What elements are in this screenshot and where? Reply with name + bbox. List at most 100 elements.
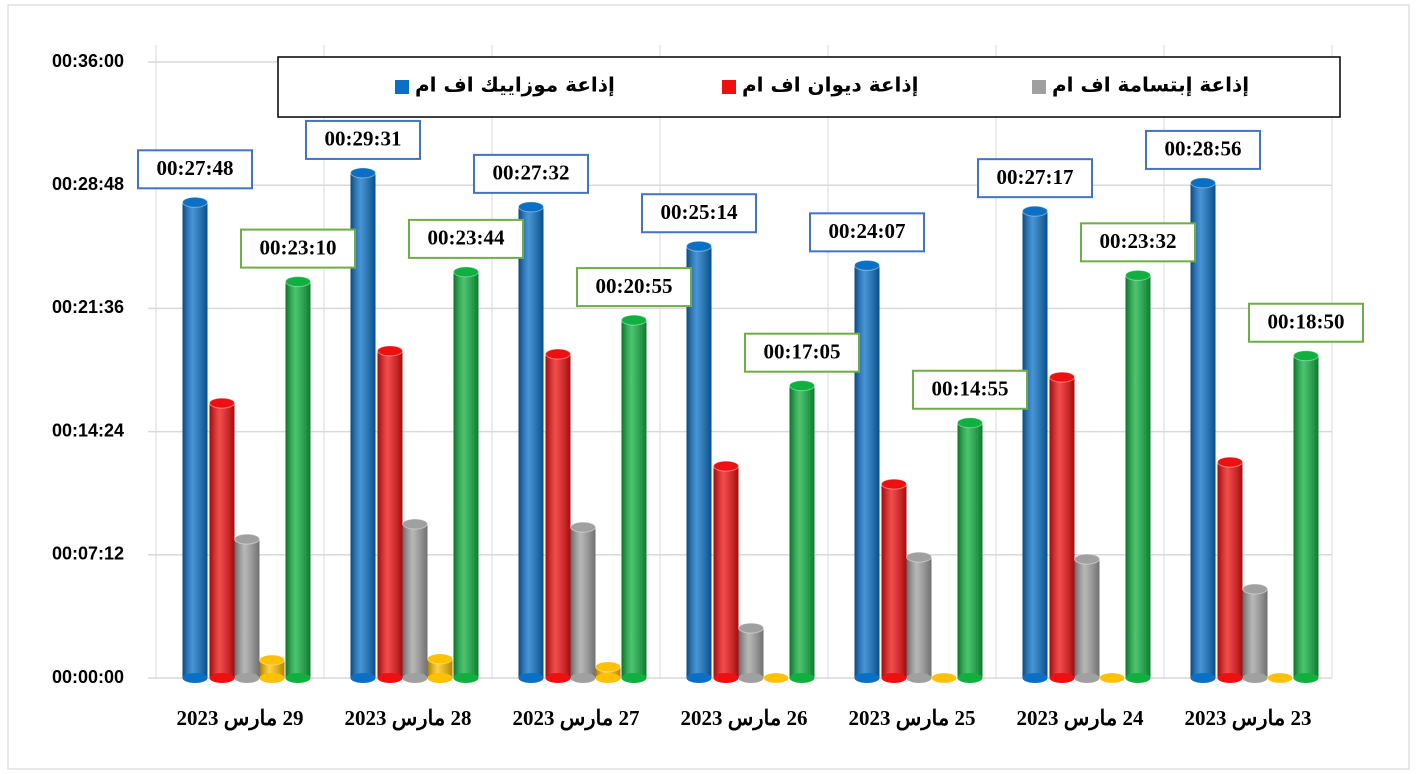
bar-bottom [350, 673, 376, 683]
bar-bottom [209, 673, 235, 683]
bar-top [570, 521, 596, 533]
legend-label: إذاعة إبتسامة اف ام [1052, 73, 1249, 97]
bar-bottom [234, 673, 260, 683]
bar-shade [957, 422, 983, 678]
value-label: 00:23:10 [260, 235, 337, 259]
bar-shade [234, 539, 260, 678]
bar-bottom [285, 673, 311, 683]
bar-top [427, 653, 453, 665]
bar-shade [518, 206, 544, 678]
value-label-box [1145, 129, 1261, 170]
y-tick-label: 00:28:48 [52, 174, 124, 194]
bar-top [854, 259, 880, 271]
bar-bottom [453, 673, 479, 683]
bar-top [1217, 456, 1243, 468]
bar-top [713, 460, 739, 472]
x-tick-label: 25 مارس 2023 [849, 706, 976, 731]
bar-bottom [621, 673, 647, 683]
value-label-box [137, 149, 253, 190]
bar-shade [621, 320, 647, 678]
bar-shade [182, 202, 208, 679]
bar-top [453, 266, 479, 278]
legend-swatch [722, 80, 736, 94]
legend-label: إذاعة موزاييك اف ام [415, 73, 615, 97]
bar-top [1049, 371, 1075, 383]
bar-bottom [1190, 673, 1216, 683]
value-label: 00:18:50 [1268, 310, 1345, 334]
bar-bottom [1217, 673, 1243, 683]
bar-top [1267, 672, 1293, 684]
bar-top [686, 240, 712, 252]
bar-top [545, 348, 571, 360]
bar-top [350, 167, 376, 179]
bar-shade [570, 527, 596, 678]
legend-box [277, 56, 1341, 118]
bar-bottom [570, 673, 596, 683]
bar-top [1074, 553, 1100, 565]
y-tick-label: 00:07:12 [52, 544, 124, 564]
value-label: 00:27:48 [157, 156, 234, 180]
bar-shade [854, 265, 880, 678]
value-label: 00:20:55 [596, 274, 673, 298]
bar-shade [1242, 589, 1268, 678]
value-label-box [1080, 222, 1196, 263]
x-tick-label: 26 مارس 2023 [681, 706, 808, 731]
bar-bottom [1125, 673, 1151, 683]
bar-bottom [881, 673, 907, 683]
value-label: 00:24:07 [829, 219, 906, 243]
bar-shade [427, 658, 453, 678]
value-label-box [809, 212, 925, 253]
bar-shade [402, 524, 428, 678]
value-label: 00:27:17 [997, 165, 1074, 189]
bar-bottom [595, 673, 621, 683]
bar-top [182, 196, 208, 208]
bar-shade [453, 271, 479, 678]
value-label-box [408, 218, 524, 259]
bar-bottom [182, 673, 208, 683]
bar-bottom [1293, 673, 1319, 683]
bar-shade [881, 484, 907, 678]
value-label-box [473, 153, 589, 194]
bar-bottom [906, 673, 932, 683]
bar-top [259, 654, 285, 666]
value-label: 00:25:14 [661, 200, 738, 224]
bar-bottom [377, 673, 403, 683]
bar-top [209, 397, 235, 409]
bar-top [931, 672, 957, 684]
bar-shade [377, 350, 403, 678]
y-tick-label: 00:21:36 [52, 297, 124, 317]
value-label-box [977, 158, 1093, 199]
bar-shade [906, 557, 932, 678]
bar-shade [686, 246, 712, 679]
value-label: 00:29:31 [325, 127, 402, 151]
bar-top [881, 478, 907, 490]
bar-bottom [1242, 673, 1268, 683]
bar-shade [1293, 355, 1319, 678]
bar-top [763, 672, 789, 684]
value-label: 00:17:05 [764, 339, 841, 363]
bar-shade [738, 628, 764, 678]
value-label-box [744, 332, 860, 373]
value-label: 00:14:55 [932, 377, 1009, 401]
bar-top [234, 533, 260, 545]
value-label-box [305, 119, 421, 160]
x-tick-label: 27 مارس 2023 [513, 706, 640, 731]
value-label: 00:23:32 [1100, 229, 1177, 253]
bar-shade [595, 666, 621, 678]
y-tick-label: 00:00:00 [52, 667, 124, 687]
bar-top [595, 661, 621, 673]
bar-bottom [854, 673, 880, 683]
bar-shade [545, 354, 571, 678]
bar-bottom [259, 673, 285, 683]
bar-bottom [957, 673, 983, 683]
bar-top [789, 380, 815, 392]
bar-shade [1217, 462, 1243, 678]
x-tick-label: 28 مارس 2023 [345, 706, 472, 731]
bar-bottom [1049, 673, 1075, 683]
bar-top [1293, 350, 1319, 362]
bar-shade [285, 281, 311, 678]
bar-top [518, 201, 544, 213]
value-label: 00:23:44 [428, 226, 505, 250]
bar-top [1125, 269, 1151, 281]
